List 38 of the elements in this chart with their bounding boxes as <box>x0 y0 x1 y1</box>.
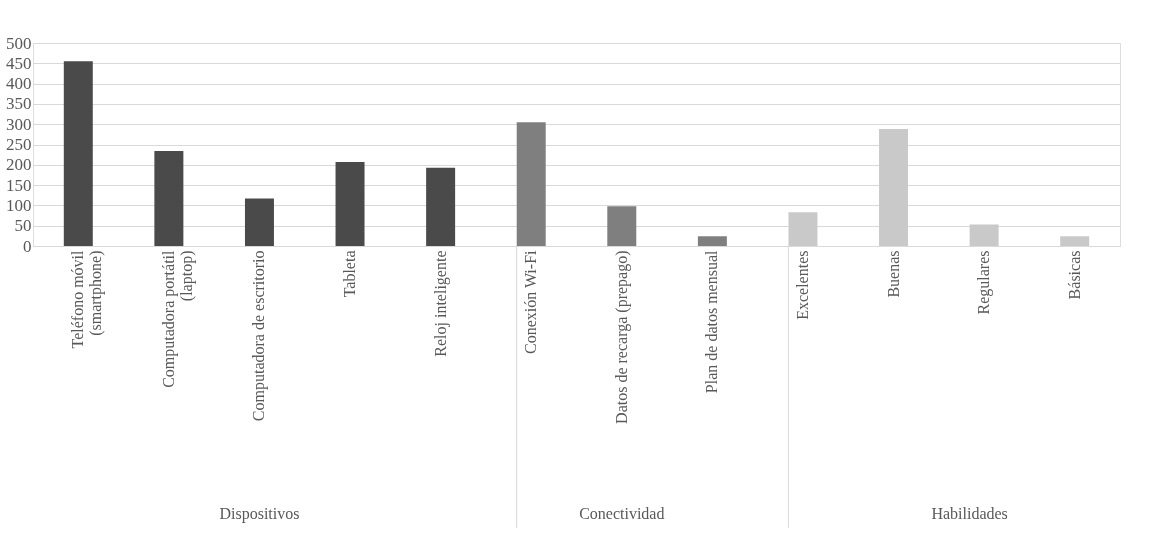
y-tick-label: 450 <box>6 53 32 73</box>
x-tick-label: Conexión Wi-Fi <box>522 249 540 355</box>
y-tick-label: 500 <box>6 33 32 53</box>
y-tick-label: 300 <box>6 114 32 134</box>
text: Habilidades <box>931 505 1008 522</box>
text: Conectividad <box>579 505 665 522</box>
x-tick-label: Excelentes <box>793 250 811 320</box>
y-tick-label: 200 <box>6 155 32 175</box>
text: Dispositivos <box>219 505 300 523</box>
x-tick-label: Tableta <box>341 250 359 298</box>
x-tick-label: Computadora portátil (laptop) <box>159 249 196 388</box>
bar <box>516 122 546 246</box>
x-tick-label: Buenas <box>884 250 902 298</box>
x-tick-label: Teléfono móvil (smartphone) <box>69 249 106 349</box>
bar <box>1060 236 1090 246</box>
y-tick-label: 150 <box>6 175 32 195</box>
bar <box>697 236 727 246</box>
y-tick-label: 0 <box>23 236 32 256</box>
bar <box>63 61 93 246</box>
x-tick-label: Reloj inteligente <box>431 250 450 357</box>
y-tick-label: 100 <box>6 195 32 215</box>
y-tick-label: 250 <box>6 135 32 154</box>
bar <box>244 198 274 246</box>
y-tick-label: 400 <box>6 74 32 94</box>
y-tick-label: 50 <box>14 216 32 236</box>
bar <box>788 212 818 246</box>
bar <box>969 224 999 246</box>
bar <box>335 161 365 246</box>
x-tick-label: Datos de recarga (prepago) <box>612 250 631 424</box>
x-tick-label: Básicas <box>1065 250 1083 300</box>
x-tick-label: Plan de datos mensual <box>703 249 721 394</box>
y-tick-label: 350 <box>6 94 32 114</box>
x-tick-label: Computadora de escritorio <box>250 250 269 422</box>
bar <box>879 129 909 246</box>
bar <box>154 151 184 246</box>
x-tick-label: Regulares <box>975 250 994 315</box>
bar <box>426 167 456 246</box>
bar <box>607 206 637 246</box>
